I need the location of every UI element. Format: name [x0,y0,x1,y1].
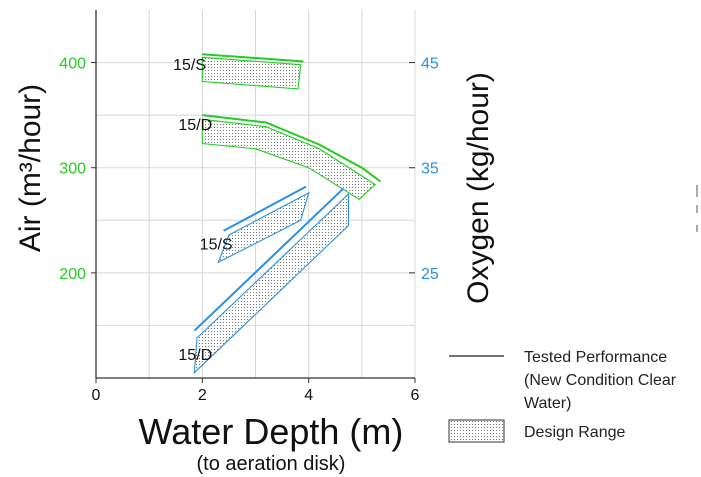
x-tick-label: 0 [92,387,101,404]
series-label: 15/S [200,237,233,254]
y-tick-label-right: 25 [421,266,439,283]
x-axis-title: Water Depth (m) [139,411,404,452]
tested-performance-line [193,187,344,332]
legend-tested-label-line-2: (New Condition Clear [524,372,677,389]
legend-design-label: Design Range [524,424,626,441]
y-tick-label-left: 300 [59,161,86,178]
series-label: 15/S [173,57,206,74]
y-tick-label-left: 400 [59,56,86,73]
tested-performance-line [223,185,307,232]
tested-performance-line [202,114,381,183]
tested-performance-line [202,53,304,63]
series: 15/S 15/D 15/S 15/D [173,53,381,375]
series-15-d: 15/D [178,114,381,200]
x-tick-label: 6 [411,387,420,404]
axes: 0 2 4 6 200 300 400 25 35 45 [59,10,439,404]
design-range-band [201,56,302,90]
series-label: 15/D [178,117,212,134]
legend: Tested Performance (New Condition Clear … [448,349,677,443]
y-axis-right-title: Oxygen (kg/hour) [462,72,495,304]
legend-tested-label-line-1: Tested Performance [524,349,667,366]
series-15-s: 15/S [200,185,310,264]
x-tick-label: 4 [304,387,313,404]
design-range-band [217,191,310,264]
y-axis-left-title: Air (m³/hour) [14,84,47,252]
design-range-band [201,118,376,200]
series-15-s: 15/S [173,53,304,90]
legend-tested-label-line-3: Water) [524,395,571,412]
x-tick-label: 2 [198,387,207,404]
y-tick-label-right: 45 [421,56,439,73]
series-15-d: 15/D [178,187,350,375]
design-range-band [193,192,350,375]
y-tick-label-right: 35 [421,161,439,178]
y-tick-label-left: 200 [59,266,86,283]
x-axis-subtitle: (to aeration disk) [197,453,346,475]
series-label: 15/D [178,347,212,364]
legend-design-swatch [448,419,505,443]
